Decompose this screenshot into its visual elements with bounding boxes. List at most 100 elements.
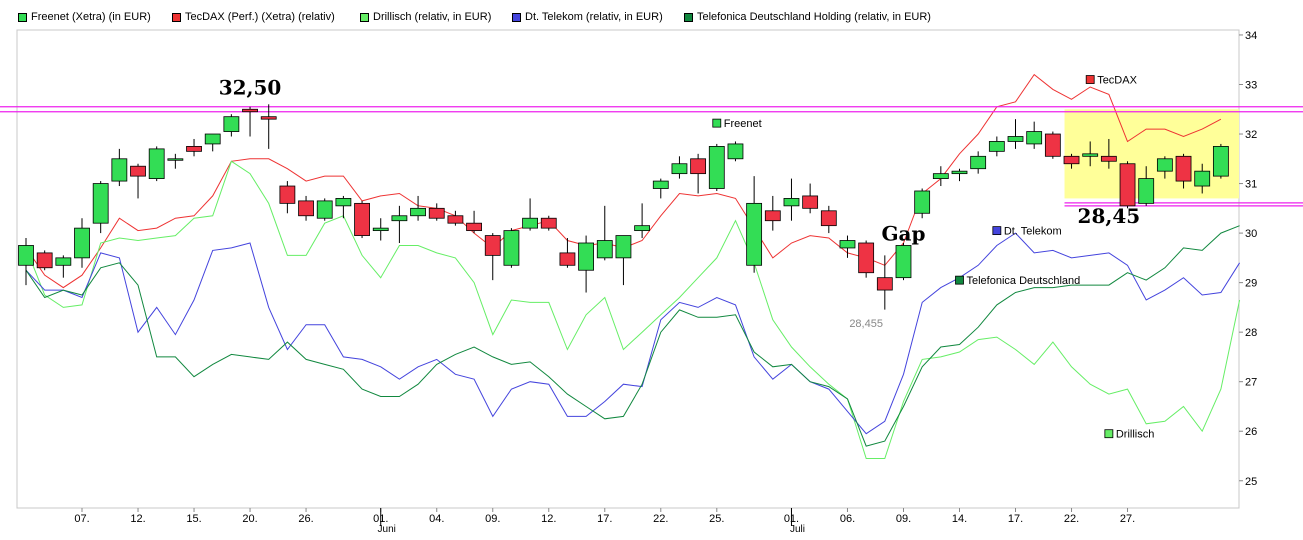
y-tick-label: 32 — [1245, 129, 1257, 141]
series-labels: Freenet TecDAX Dt. Telekom Telefonica Deuts… — [712, 75, 1155, 441]
x-tick-label: 09. — [896, 513, 911, 525]
series-label-swatch — [955, 275, 964, 285]
y-tick-label: 25 — [1245, 476, 1257, 488]
candle-down — [130, 165, 146, 177]
candle-down — [764, 210, 781, 222]
candle-up — [335, 198, 352, 207]
candle-up — [391, 215, 408, 222]
candle-down — [186, 146, 202, 152]
x-tick-label: 27. — [1120, 513, 1135, 525]
plot-frame — [16, 29, 1240, 509]
gap-annotation: Gap — [881, 222, 925, 246]
candle-up — [1138, 178, 1155, 204]
x-tick-label: 15. — [186, 513, 201, 525]
legend-label: Dt. Telekom (relativ, in EUR) — [525, 11, 663, 23]
high-annotation: 32,50 — [219, 75, 282, 99]
candle-down — [1100, 155, 1117, 162]
candle-up — [316, 200, 333, 219]
candle-up — [671, 163, 688, 175]
candle-down — [447, 215, 464, 224]
candle-up — [410, 207, 426, 217]
x-tick-label: 04. — [429, 513, 444, 525]
series-label-swatch — [1104, 429, 1114, 439]
x-tick-label: 17. — [1008, 513, 1023, 525]
candle-up — [18, 245, 34, 266]
candle-down — [260, 116, 277, 120]
candle-down — [1063, 155, 1080, 165]
y-tick-label: 27 — [1245, 377, 1257, 389]
legend-label: Drillisch (relativ, in EUR) — [373, 11, 492, 23]
candle-up — [74, 227, 90, 259]
candle-down — [802, 195, 819, 209]
x-tick-label: 14. — [952, 513, 967, 525]
y-tick-label: 31 — [1245, 179, 1257, 191]
candle-up — [204, 133, 221, 145]
candle-down — [1044, 133, 1061, 157]
x-tick-label: 26. — [298, 513, 313, 525]
candle-down — [858, 242, 875, 274]
candle-up — [746, 202, 763, 266]
candle-up — [839, 240, 856, 249]
x-tick-label: 25. — [709, 513, 724, 525]
series-label-swatch — [992, 226, 1002, 236]
x-tick-label: 17. — [597, 513, 612, 525]
candle-down — [279, 185, 296, 204]
legend-item: TecDAX (Perf.) (Xetra) (relativ) — [172, 11, 335, 23]
x-tick-label: 20. — [242, 513, 257, 525]
candle-up — [951, 170, 968, 175]
candle-up — [503, 230, 520, 266]
min-value-label: 28,455 — [849, 318, 883, 330]
x-tick-label: 12. — [130, 513, 145, 525]
horizontal-levels — [0, 106, 1303, 207]
candle-down — [1175, 155, 1192, 182]
series-label-text: Drillisch — [1116, 429, 1155, 441]
candle-up — [634, 225, 651, 232]
candle-up — [932, 173, 949, 180]
series-label-text: Dt. Telekom — [1004, 226, 1062, 238]
candle-up — [1007, 136, 1024, 142]
y-tick-label: 30 — [1245, 228, 1257, 240]
x-tick-label: 07. — [74, 513, 89, 525]
legend-item: Drillisch (relativ, in EUR) — [360, 11, 491, 23]
candle-up — [148, 148, 165, 180]
candle-down — [36, 252, 53, 269]
candle-down — [428, 207, 445, 219]
candle-down — [242, 108, 258, 113]
candle-down — [820, 210, 837, 227]
candle-up — [578, 242, 594, 271]
x-tick-label: 12. — [541, 513, 556, 525]
candle-down — [876, 277, 893, 291]
series-label-text: Telefonica Deutschland — [967, 275, 1081, 287]
candle-up — [708, 146, 725, 189]
series-label-text: Freenet — [724, 118, 762, 130]
candle-up — [970, 155, 987, 170]
low-annotation: 28,45 — [1078, 204, 1141, 228]
month-label: Juni — [378, 524, 396, 535]
freenet-candles — [18, 104, 1229, 310]
x-tick-label: 22. — [1064, 513, 1079, 525]
series-line-drillisch — [25, 160, 1241, 459]
legend-item: Telefonica Deutschland Holding (relativ,… — [684, 11, 931, 23]
candle-down — [484, 235, 501, 256]
candle-up — [615, 235, 632, 259]
legend-label: Freenet (Xetra) (in EUR) — [31, 11, 151, 23]
candle-up — [1026, 131, 1043, 145]
candle-down — [1119, 163, 1136, 207]
candle-up — [223, 116, 240, 132]
candle-down — [298, 200, 314, 217]
y-tick-label: 34 — [1245, 30, 1257, 42]
candle-down — [690, 158, 707, 175]
y-tick-label: 29 — [1245, 278, 1257, 290]
legend-swatch — [512, 12, 521, 22]
candle-up — [652, 180, 669, 189]
candle-up — [1194, 170, 1211, 187]
candle-up — [55, 257, 72, 266]
y-tick-label: 26 — [1245, 426, 1257, 438]
series-label-text: TecDAX — [1097, 75, 1137, 87]
legend-item: Dt. Telekom (relativ, in EUR) — [512, 11, 663, 23]
legend-swatch — [684, 12, 693, 22]
legend-swatch — [172, 12, 181, 22]
legend-swatch — [18, 12, 27, 22]
series-line-telefonica-deutschland — [25, 225, 1240, 447]
series-label-swatch — [1085, 75, 1095, 84]
